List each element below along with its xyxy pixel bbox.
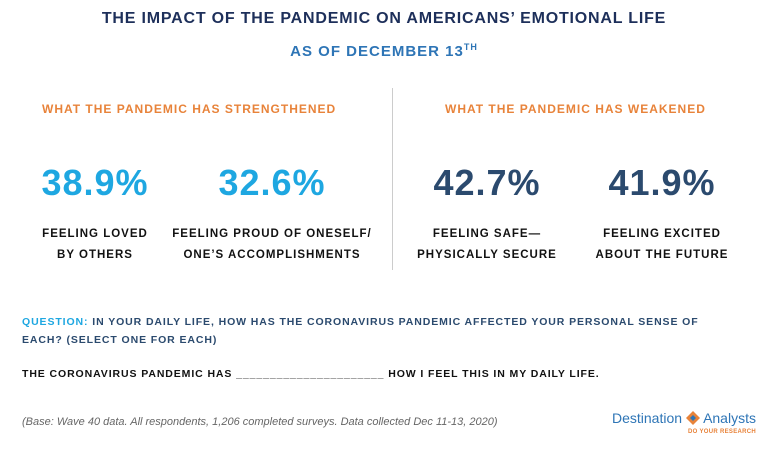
base-note: (Base: Wave 40 data. All respondents, 1,… — [22, 416, 498, 428]
stat-label-line: FEELING LOVED — [42, 228, 148, 240]
question-text: IN YOUR DAILY LIFE, HOW HAS THE CORONAVI… — [92, 316, 699, 328]
stat-value: 38.9% — [41, 162, 149, 203]
stat-label: FEELING LOVED BY OTHERS — [0, 224, 205, 266]
subtitle-superscript: TH — [463, 42, 478, 52]
stat-label-line: PHYSICALLY SECURE — [417, 249, 557, 261]
stat-label-line: FEELING SAFE— — [432, 228, 542, 240]
logo-icon — [685, 411, 700, 425]
stat-label-line: ONE’S ACCOMPLISHMENTS — [183, 249, 361, 261]
section-heading: WHAT THE PANDEMIC HAS STRENGTHENED — [42, 102, 337, 116]
logo-tagline: DO YOUR RESEARCH — [688, 429, 757, 435]
stat-label-line: FEELING EXCITED — [603, 228, 721, 240]
stat-label-line: ABOUT THE FUTURE — [595, 249, 729, 261]
stat-label-line: FEELING PROUD OF ONESELF/ — [172, 228, 372, 240]
stat-value: 32.6% — [218, 162, 326, 203]
stat-label: FEELING PROUD OF ONESELF/ONE’S ACCOMPLIS… — [162, 224, 382, 266]
logo-right: Analysts — [703, 410, 756, 426]
logo: Destination Analysts — [612, 410, 756, 426]
section-heading: WHAT THE PANDEMIC HAS WEAKENED — [445, 102, 706, 116]
title: THE IMPACT OF THE PANDEMIC ON AMERICANS’… — [101, 10, 667, 27]
stat-label: FEELING SAFE— PHYSICALLY SECURE — [377, 224, 597, 266]
question-label: QUESTION: — [22, 316, 89, 328]
subtitle-text: AS OF DECEMBER 13 — [290, 43, 464, 60]
stat-value: 42.7% — [433, 162, 541, 203]
question-line: EACH? (SELECT ONE FOR EACH) — [22, 334, 218, 346]
stat-label-line: BY OTHERS — [57, 249, 133, 261]
divider — [392, 88, 393, 270]
stat-value: 41.9% — [608, 162, 716, 203]
logo-left: Destination — [612, 410, 683, 426]
stat-label: FEELING EXCITED ABOUT THE FUTURE — [552, 224, 768, 266]
subtitle: AS OF DECEMBER 13TH — [0, 42, 768, 60]
question-line: QUESTION: IN YOUR DAILY LIFE, HOW HAS TH… — [22, 316, 699, 328]
question-prompt: THE CORONAVIRUS PANDEMIC HAS ___________… — [22, 368, 600, 380]
